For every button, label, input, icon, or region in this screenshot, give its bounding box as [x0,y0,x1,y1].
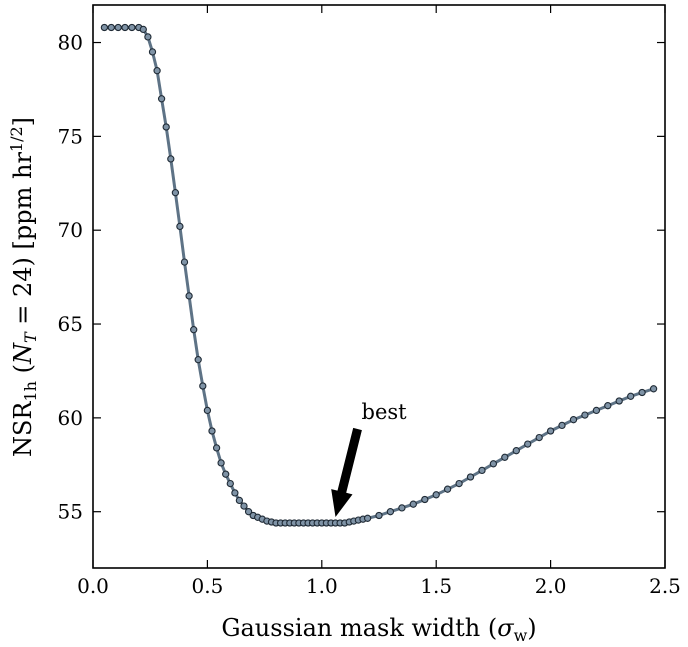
x-tick-label-5: 2.5 [649,574,681,598]
data-point-78 [627,392,635,400]
data-point-66 [489,460,498,468]
data-point-11 [162,123,170,131]
data-point-24 [222,470,230,478]
y-tick-label-3: 70 [58,218,83,242]
best-annotation: best [331,400,407,517]
data-point-58 [398,504,406,512]
data-point-3 [121,23,129,32]
x-tick-labels: 0.0 0.5 1.0 1.5 2.0 2.5 [77,574,681,598]
data-point-72 [558,421,566,430]
data-point-16 [185,292,193,300]
data-point-76 [604,402,612,410]
best-arrow [331,427,362,517]
data-point-60 [421,495,429,504]
y-tick-label-0: 55 [58,500,83,524]
data-point-64 [466,473,475,481]
data-point-55 [363,514,372,522]
data-point-20 [203,406,212,415]
y-axis-title: NSR1h (NT = 24) [ppm hr1/2] [7,117,40,457]
data-point-29 [244,508,253,516]
data-point-68 [512,447,520,455]
data-point-25 [226,479,234,488]
x-tick-label-1: 0.5 [191,574,223,598]
data-point-79 [638,388,646,397]
axis-ticks [92,5,666,568]
data-point-74 [581,411,589,419]
data-point-69 [524,440,532,448]
y-tick-label-4: 75 [58,124,83,148]
x-tick-label-3: 1.5 [420,574,452,598]
x-tick-label-2: 1.0 [306,574,338,598]
data-point-12 [167,155,175,163]
data-point-1 [107,23,115,32]
data-point-65 [478,466,486,475]
data-point-18 [194,356,202,364]
data-point-77 [615,397,623,405]
x-axis-title: Gaussian mask width (σw) [221,614,536,645]
data-point-10 [157,95,166,103]
data-point-0 [100,23,109,32]
data-point-6 [139,25,147,34]
data-point-73 [569,416,578,424]
data-point-59 [409,500,417,508]
data-point-15 [180,258,189,266]
data-point-26 [231,489,239,497]
data-point-70 [535,433,543,442]
data-point-17 [190,326,198,334]
data-point-75 [592,406,601,415]
data-point-22 [212,444,221,452]
data-point-13 [171,189,180,197]
data-point-57 [386,508,395,516]
data-point-63 [455,479,463,488]
data-point-2 [114,23,122,32]
data-point-61 [432,491,440,499]
data-point-9 [153,67,161,75]
x-tick-label-0: 0.0 [77,574,109,598]
data-series [100,23,658,527]
data-point-67 [501,453,509,461]
data-point-14 [176,222,184,231]
data-point-23 [217,459,225,467]
data-point-27 [235,496,244,505]
x-tick-label-4: 2.0 [535,574,567,598]
y-tick-label-1: 60 [58,406,83,430]
data-point-62 [443,485,452,493]
y-tick-label-2: 65 [58,312,83,336]
y-tick-labels: 55 60 65 70 75 80 [58,31,83,524]
data-point-19 [199,382,207,390]
data-point-4 [128,23,136,32]
plot-area [92,4,666,569]
data-point-56 [375,511,383,520]
data-point-71 [546,427,555,435]
data-point-7 [144,33,152,41]
data-point-80 [649,385,658,393]
best-label: best [362,400,408,424]
data-point-28 [240,502,248,510]
y-tick-label-5: 80 [58,31,83,55]
data-point-21 [208,427,216,435]
data-point-8 [148,48,157,56]
